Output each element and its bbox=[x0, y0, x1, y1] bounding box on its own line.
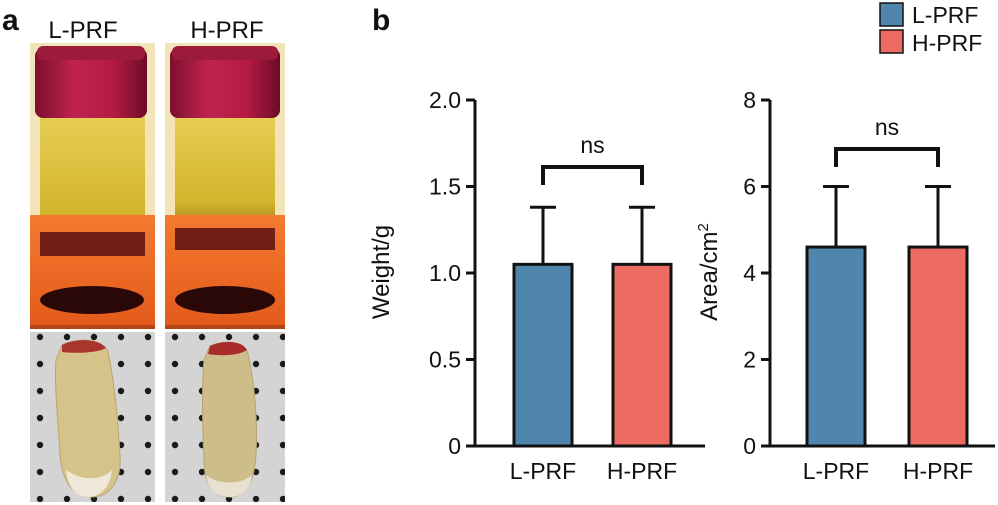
chart1-significance-label: ns bbox=[580, 132, 604, 158]
area-chart: 0 2 4 6 8 L-PRF H-PRF ns bbox=[743, 87, 995, 484]
area-chart-ylabel-text: Area/cm bbox=[696, 231, 723, 320]
chart2-bar-h-prf bbox=[907, 245, 969, 448]
chart2-xtick-label: H-PRF bbox=[903, 458, 973, 484]
tube-photo-left bbox=[30, 43, 155, 329]
chart1-ytick-label: 1.0 bbox=[429, 260, 461, 286]
chart1-xtick-label: H-PRF bbox=[607, 458, 677, 484]
sample-label-right: H-PRF bbox=[190, 17, 263, 44]
weight-chart-ylabel: Weight/g bbox=[368, 225, 395, 319]
chart2-ytick-label: 0 bbox=[743, 433, 756, 459]
chart2-ytick-label: 6 bbox=[743, 174, 756, 200]
tube-photo-right bbox=[165, 43, 285, 329]
clot-photo-left bbox=[30, 332, 155, 502]
panel-a-label: a bbox=[2, 4, 19, 37]
area-chart-ylabel-sup: 2 bbox=[695, 223, 712, 231]
weight-chart: 0 0.5 1.0 1.5 2.0 L-PRF H-PRF ns bbox=[429, 87, 705, 484]
panel-b-label: b bbox=[372, 4, 390, 37]
chart1-bar-h-prf bbox=[611, 262, 673, 448]
legend-swatch-h-prf bbox=[879, 29, 904, 54]
chart2-significance-label: ns bbox=[875, 114, 899, 140]
chart1-ytick-label: 1.5 bbox=[429, 174, 461, 200]
legend-label-l-prf: L-PRF bbox=[912, 2, 978, 28]
chart1-ytick-label: 2.0 bbox=[429, 87, 461, 113]
chart2-ytick-label: 8 bbox=[743, 87, 756, 113]
chart2-bar-l-prf bbox=[805, 245, 867, 448]
clot-photo-right bbox=[165, 332, 285, 502]
chart2-ytick-label: 2 bbox=[743, 347, 756, 373]
legend-swatch-l-prf bbox=[879, 2, 904, 27]
chart1-xtick-label: L-PRF bbox=[510, 458, 576, 484]
area-chart-ylabel: Area/cm2 bbox=[695, 223, 723, 321]
chart2-significance-bracket bbox=[834, 147, 940, 167]
chart1-ytick-label: 0 bbox=[448, 433, 461, 459]
legend-label-h-prf: H-PRF bbox=[912, 30, 982, 56]
chart2-xtick-label: L-PRF bbox=[803, 458, 869, 484]
chart1-significance-bracket bbox=[541, 165, 644, 185]
chart1-bar-l-prf bbox=[512, 262, 574, 448]
chart1-ytick-label: 0.5 bbox=[429, 347, 461, 373]
sample-label-left: L-PRF bbox=[48, 17, 117, 44]
chart2-ytick-label: 4 bbox=[743, 260, 756, 286]
legend: L-PRF H-PRF bbox=[879, 2, 982, 56]
